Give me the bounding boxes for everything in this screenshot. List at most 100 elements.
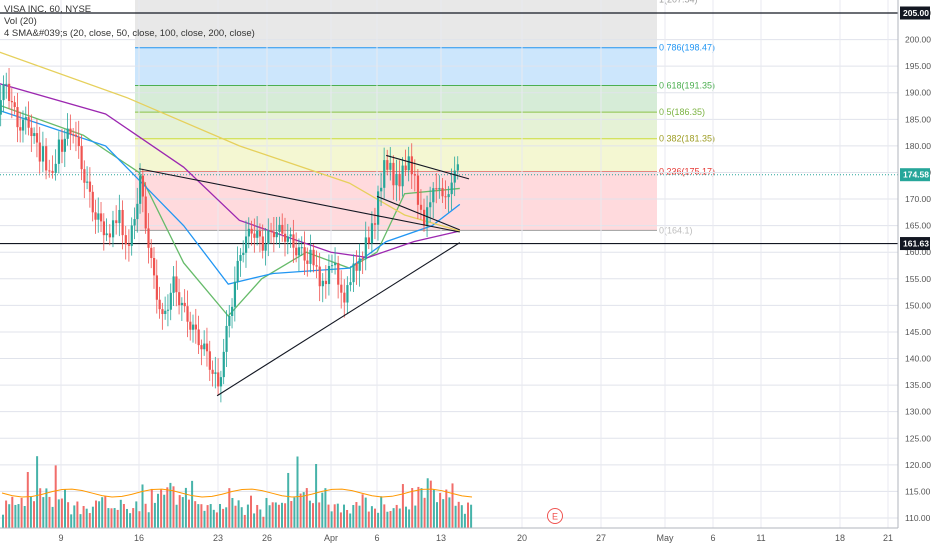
volume-bar	[129, 513, 132, 528]
candle-body	[141, 175, 145, 197]
volume-bar	[339, 512, 342, 528]
volume-legend[interactable]: Vol (20)	[4, 16, 37, 27]
volume-bar	[457, 501, 460, 528]
candle-body	[386, 160, 389, 170]
candle-body	[228, 316, 231, 326]
candle-body	[102, 221, 106, 236]
price-badge	[900, 168, 930, 182]
candle-body	[192, 324, 195, 330]
candle-body	[250, 228, 253, 234]
candle-body	[97, 213, 100, 220]
candle-body	[203, 343, 206, 350]
volume-bar	[237, 500, 240, 528]
candle-body	[340, 284, 343, 293]
volume-bar	[349, 513, 352, 528]
volume-bar	[222, 508, 225, 528]
volume-bar	[60, 498, 63, 528]
volume-bar	[98, 501, 101, 528]
candle-body	[194, 324, 197, 330]
candle-body	[429, 202, 432, 208]
candle-body	[343, 292, 346, 303]
volume-bar	[417, 486, 420, 528]
volume-bar	[377, 512, 380, 528]
candle-body	[401, 165, 404, 187]
candle-body	[66, 128, 69, 139]
price-badge-label: 205.00	[903, 8, 929, 18]
candle-body	[200, 345, 203, 350]
price-tick-label: 110.00	[905, 513, 931, 523]
symbol-title[interactable]: VISA INC, 60, NYSE	[4, 4, 92, 15]
volume-bar	[178, 495, 181, 528]
time-tick-label: Apr	[324, 533, 338, 543]
volume-bar	[141, 484, 144, 528]
candle-body	[292, 234, 295, 248]
candle-body	[121, 209, 124, 236]
candle-body	[127, 244, 131, 246]
volume-bar	[160, 489, 163, 528]
sma-20-line	[0, 104, 460, 317]
candle-body	[272, 231, 276, 238]
volume-bar	[113, 508, 116, 528]
volume-bar	[206, 505, 209, 528]
candle-body	[377, 191, 380, 225]
candle-body	[244, 236, 248, 253]
candle-body	[83, 169, 86, 183]
volume-bar	[408, 509, 411, 528]
candle-body	[33, 133, 36, 137]
fib-label-l236: 0.236(175.17)	[659, 167, 715, 177]
candle-body	[270, 230, 273, 232]
candle-body	[197, 329, 200, 346]
time-tick-label: 21	[883, 533, 893, 543]
candle-body	[447, 194, 450, 198]
fib-label-l5: 0.5(186.35)	[659, 107, 705, 117]
candle-body	[222, 351, 225, 378]
candle-body	[337, 263, 340, 285]
volume-bar	[324, 488, 327, 528]
sma-200-line	[0, 51, 460, 232]
volume-bar	[234, 505, 237, 528]
sma-legend[interactable]: 4 SMA&#039;s (20, close, 50, close, 100,…	[4, 28, 255, 39]
candle-body	[346, 285, 349, 303]
candle-body	[306, 260, 309, 264]
candle-body	[63, 138, 66, 152]
volume-bar	[460, 505, 463, 528]
volume-bar	[110, 508, 113, 528]
candle-body	[441, 187, 444, 197]
candle-body	[2, 84, 5, 101]
candle-body	[48, 170, 51, 172]
volume-bar	[299, 493, 302, 528]
candle-body	[309, 249, 312, 264]
volume-bar	[51, 506, 54, 528]
volume-bar	[181, 497, 184, 528]
volume-bar	[163, 494, 166, 528]
price-tick-label: 115.00	[905, 486, 931, 496]
volume-bar	[48, 496, 51, 528]
volume-bar	[321, 492, 324, 528]
price-axis-bg	[898, 0, 932, 550]
volume-bar	[355, 502, 358, 528]
time-tick-label: 16	[134, 533, 144, 543]
candle-body	[410, 156, 413, 175]
time-tick-label: 23	[213, 533, 223, 543]
volume-bar	[253, 513, 256, 528]
time-tick-label: 26	[262, 533, 272, 543]
price-tick-label: 145.00	[905, 327, 931, 337]
candle-body	[370, 223, 374, 244]
candle-body	[242, 252, 245, 255]
time-axis: 9 16 23 26 Apr 6 13 20 27 May 6 11 18 21	[0, 527, 932, 550]
volume-bar	[85, 508, 88, 528]
volume-bar	[293, 497, 296, 528]
candle-body	[281, 224, 284, 234]
volume-bar	[200, 504, 203, 528]
candle-body	[318, 266, 321, 287]
fib-label-l786: 0.786(198.47)	[659, 43, 715, 53]
volume-bar	[414, 505, 417, 528]
candle-body	[51, 170, 54, 173]
volume-bar	[11, 496, 14, 528]
volume-bar	[82, 506, 85, 528]
volume-bar	[336, 503, 339, 528]
volume-bar	[45, 488, 48, 528]
volume-bar	[107, 508, 110, 528]
price-axis: 205.00200.00195.00190.00185.00180.00175.…	[897, 0, 932, 550]
